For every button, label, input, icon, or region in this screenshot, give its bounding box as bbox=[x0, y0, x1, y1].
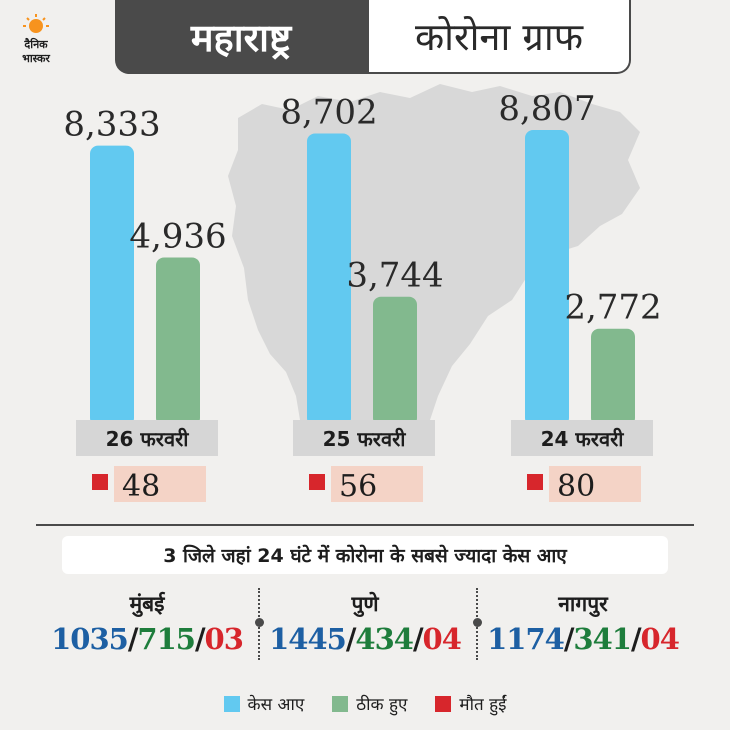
district-figures: 1445/434/04 bbox=[255, 622, 475, 656]
district-figures: 1035/715/03 bbox=[37, 622, 257, 656]
date-label-box bbox=[76, 420, 218, 456]
logo-line-2: भास्कर bbox=[22, 52, 50, 65]
district-recovered: 434 bbox=[355, 622, 414, 656]
category-label: 24 फरवरी bbox=[541, 427, 625, 451]
legend-item-recovered: ठीक हुए bbox=[332, 692, 407, 715]
bar-cases bbox=[307, 133, 351, 427]
legend-swatch-cases bbox=[223, 695, 240, 712]
districts-heading: 3 जिले जहां 24 घंटे में कोरोना के सबसे ज… bbox=[62, 536, 668, 574]
slash: / bbox=[563, 622, 575, 656]
bar-cases bbox=[90, 145, 134, 426]
separator-dot bbox=[255, 618, 264, 627]
district-deaths: 04 bbox=[422, 622, 462, 656]
bar-chart: 8,333 4,936 26 फरवरी 48 8,702 3,744 25 फरवरी 56… bbox=[63, 84, 662, 504]
value-label-cases: 8,333 bbox=[63, 105, 160, 145]
bar-recovered bbox=[373, 296, 417, 426]
slash: / bbox=[630, 622, 642, 656]
category-label: 25 फरवरी bbox=[323, 427, 407, 451]
slash: / bbox=[412, 622, 424, 656]
death-value-label: 56 bbox=[339, 469, 377, 504]
date-label-box bbox=[511, 420, 653, 456]
district-figures: 1174/341/04 bbox=[473, 622, 693, 656]
slash: / bbox=[194, 622, 206, 656]
district-name: पुणे bbox=[351, 592, 379, 616]
death-value-label: 48 bbox=[122, 469, 160, 504]
district-recovered: 341 bbox=[573, 622, 632, 656]
district-recovered: 715 bbox=[137, 622, 196, 656]
district-name: मुंबई bbox=[129, 592, 165, 616]
legend-swatch-deaths bbox=[435, 695, 452, 712]
district-name: नागपुर bbox=[558, 592, 608, 616]
legend-item-cases: केस आए bbox=[223, 692, 305, 715]
death-value-box bbox=[549, 466, 641, 502]
death-value-box bbox=[114, 466, 206, 502]
legend: केस आए ठीक हुए मौत हुईं bbox=[0, 692, 730, 715]
legend-label-deaths: मौत हुईं bbox=[459, 695, 507, 715]
death-value-box bbox=[331, 466, 423, 502]
logo-line-1: दैनिक bbox=[23, 37, 48, 51]
value-label-recovered: 2,772 bbox=[564, 288, 661, 328]
title-topic: कोरोना ग्राफ bbox=[367, 0, 631, 74]
legend-label-recovered: ठीक हुए bbox=[356, 695, 408, 715]
legend-item-deaths: मौत हुईं bbox=[435, 692, 506, 715]
value-label-cases: 8,807 bbox=[498, 89, 595, 129]
legend-label-cases: केस आए bbox=[247, 695, 305, 715]
divider-line bbox=[36, 524, 694, 526]
district-cases: 1174 bbox=[487, 622, 565, 656]
bar-recovered bbox=[591, 328, 635, 426]
district-deaths: 03 bbox=[204, 622, 244, 656]
date-label-box bbox=[293, 420, 435, 456]
district-cases: 1445 bbox=[269, 622, 347, 656]
legend-swatch-recovered bbox=[332, 695, 349, 712]
maharashtra-map-silhouette bbox=[228, 84, 640, 420]
death-marker bbox=[309, 474, 325, 490]
value-label-recovered: 4,936 bbox=[129, 216, 226, 256]
bar-recovered bbox=[156, 257, 200, 426]
value-label-recovered: 3,744 bbox=[346, 256, 443, 296]
value-label-cases: 8,702 bbox=[280, 92, 377, 132]
separator-dot bbox=[473, 618, 482, 627]
title-state: महाराष्ट्र bbox=[115, 0, 367, 74]
district-cases: 1035 bbox=[51, 622, 129, 656]
death-value-label: 80 bbox=[557, 469, 595, 504]
slash: / bbox=[345, 622, 357, 656]
bar-cases bbox=[525, 130, 569, 426]
district-block: मुंबई 1035/715/03 bbox=[37, 590, 257, 656]
category-label: 26 फरवरी bbox=[106, 427, 190, 451]
slash: / bbox=[127, 622, 139, 656]
dainik-bhaskar-logo: दैनिक भास्कर bbox=[22, 14, 50, 65]
death-marker bbox=[92, 474, 108, 490]
district-block: पुणे 1445/434/04 bbox=[255, 590, 475, 656]
district-deaths: 04 bbox=[640, 622, 680, 656]
district-block: नागपुर 1174/341/04 bbox=[473, 590, 693, 656]
death-marker bbox=[527, 474, 543, 490]
